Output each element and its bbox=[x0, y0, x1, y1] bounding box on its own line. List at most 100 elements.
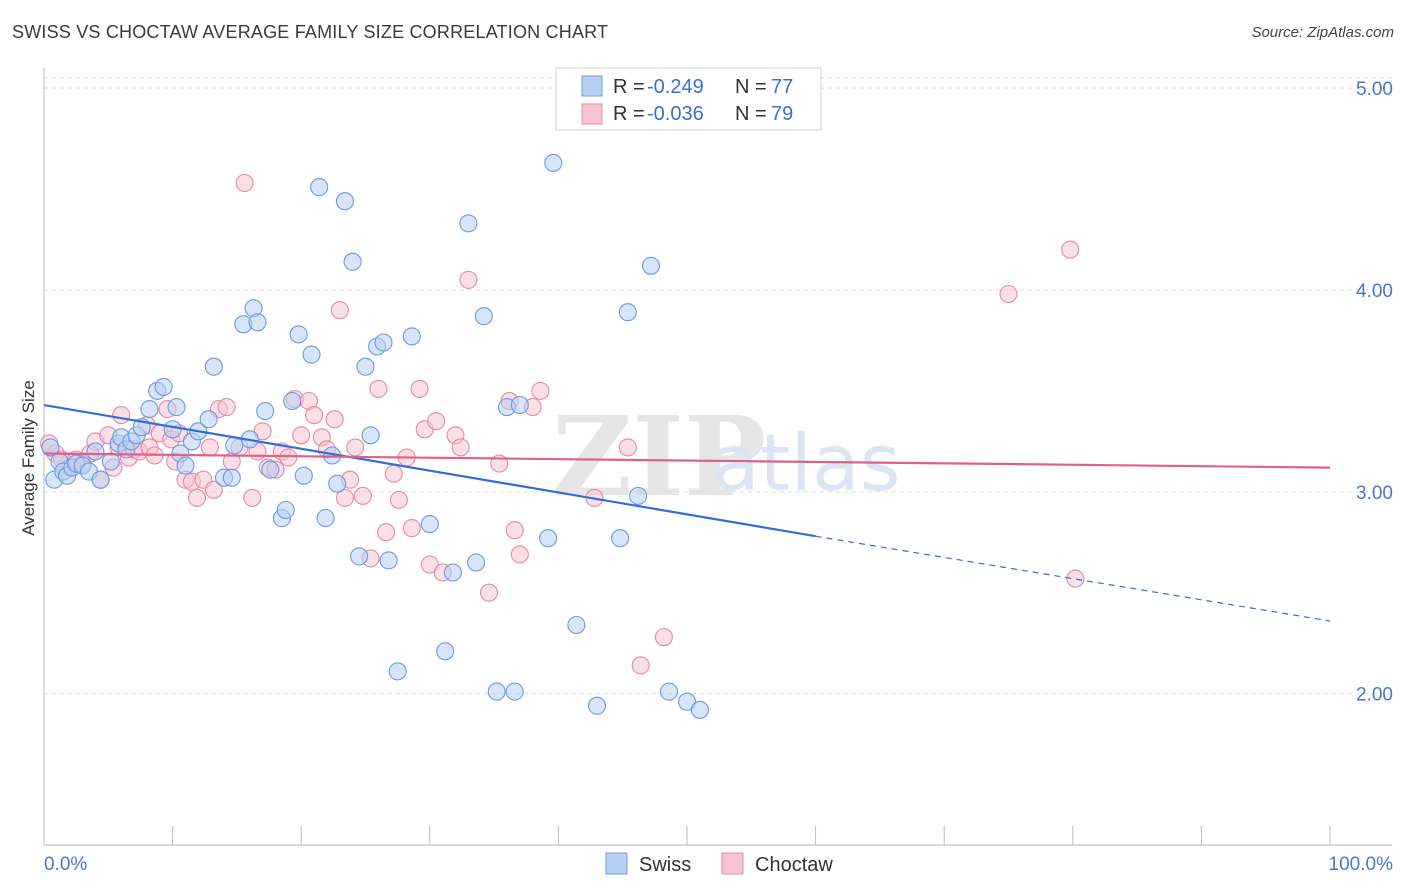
x-tick-label: 0.0% bbox=[44, 854, 87, 875]
swiss-point bbox=[544, 153, 563, 172]
swiss-point bbox=[261, 460, 280, 479]
swiss-point bbox=[539, 529, 558, 548]
choctaw-point bbox=[531, 381, 550, 400]
bottom-legend: Swiss Choctaw bbox=[605, 852, 833, 876]
choctaw-point bbox=[279, 448, 298, 467]
legend-swiss-r-value: -0.249 bbox=[647, 76, 704, 98]
swiss-point bbox=[343, 252, 362, 271]
legend-choctaw-r-value: -0.036 bbox=[647, 103, 704, 125]
choctaw-point bbox=[654, 628, 673, 647]
legend-choctaw-n-value: 79 bbox=[771, 103, 793, 125]
swiss-point bbox=[302, 345, 321, 364]
swiss-point bbox=[487, 682, 506, 701]
swiss-point bbox=[374, 333, 393, 352]
legend-swatch-choctaw bbox=[581, 103, 603, 125]
y-tick-label: 4.00 bbox=[1356, 281, 1393, 302]
swiss-point bbox=[283, 391, 302, 411]
choctaw-point bbox=[335, 488, 354, 507]
swiss-point bbox=[629, 486, 648, 505]
legend-swiss-n-label: N = bbox=[735, 76, 767, 98]
swiss-point bbox=[677, 692, 697, 711]
swiss-point bbox=[86, 442, 105, 461]
choctaw-point bbox=[427, 412, 446, 431]
grid-lines bbox=[44, 77, 1392, 695]
swiss-point bbox=[294, 466, 313, 485]
choctaw-point bbox=[999, 284, 1018, 304]
swiss-point bbox=[289, 325, 308, 344]
source-label: Source: ZipAtlas.com bbox=[1251, 24, 1394, 41]
y-axis-label: Average Family Size bbox=[19, 380, 38, 536]
swiss-point bbox=[379, 551, 398, 570]
trend-lines bbox=[43, 403, 1331, 622]
swiss-point bbox=[248, 313, 267, 332]
y-tick-label: 2.00 bbox=[1356, 685, 1393, 706]
legend-choctaw-r-label: R = bbox=[613, 103, 645, 125]
choctaw-point bbox=[369, 379, 388, 398]
choctaw-point bbox=[200, 438, 219, 457]
choctaw-point bbox=[459, 270, 478, 289]
top-legend: R = -0.249 N = 77 R = -0.036 N = 79 bbox=[555, 67, 822, 131]
choctaw-point bbox=[505, 521, 524, 540]
choctaw-point bbox=[204, 480, 223, 499]
swiss-point bbox=[101, 452, 120, 471]
choctaw-point bbox=[346, 438, 365, 457]
choctaw-point bbox=[325, 410, 344, 429]
watermark-atlas-text: atlas bbox=[712, 419, 901, 509]
choctaw-point bbox=[631, 656, 650, 675]
swiss-point bbox=[199, 410, 218, 429]
legend-swiss-r-label: R = bbox=[613, 76, 645, 98]
swiss-point bbox=[163, 420, 182, 439]
swiss-trend-line bbox=[43, 403, 816, 538]
watermark: ZIP atlas bbox=[552, 392, 901, 521]
swiss-point bbox=[310, 178, 329, 197]
choctaw-point bbox=[217, 398, 236, 417]
swiss-point bbox=[140, 400, 159, 419]
choctaw-point bbox=[384, 464, 403, 483]
swiss-point bbox=[256, 402, 275, 421]
choctaw-point bbox=[353, 486, 372, 505]
swiss-point bbox=[659, 682, 679, 701]
swiss-point bbox=[505, 682, 524, 701]
y-tick-labels: 2.00 3.00 4.00 5.00 bbox=[1356, 79, 1393, 705]
chart-title: SWISS VS CHOCTAW AVERAGE FAMILY SIZE COR… bbox=[12, 22, 609, 42]
legend-swatch-swiss bbox=[581, 75, 603, 97]
choctaw-point bbox=[187, 488, 207, 507]
choctaw-point bbox=[305, 406, 324, 425]
swiss-point bbox=[350, 547, 369, 566]
choctaw-point bbox=[451, 438, 470, 457]
swiss-point bbox=[420, 515, 439, 534]
choctaw-point bbox=[243, 488, 262, 507]
choctaw-point bbox=[1061, 240, 1080, 259]
swiss-point bbox=[222, 468, 241, 487]
swiss-point bbox=[356, 357, 375, 376]
swiss-point bbox=[690, 700, 709, 719]
swiss-point bbox=[154, 377, 173, 396]
axes bbox=[43, 68, 1392, 846]
swiss-point bbox=[443, 563, 462, 582]
swiss-point bbox=[361, 426, 380, 445]
choctaw-point bbox=[253, 422, 272, 441]
choctaw-point bbox=[618, 438, 637, 457]
swiss-point bbox=[328, 474, 347, 493]
choctaw-point bbox=[389, 490, 408, 509]
swiss-point bbox=[402, 327, 421, 346]
choctaw-point bbox=[377, 523, 396, 542]
choctaw-point bbox=[510, 545, 529, 564]
choctaw-point bbox=[235, 173, 254, 193]
choctaw-point bbox=[479, 583, 499, 602]
bottom-legend-swiss: Swiss bbox=[639, 854, 691, 876]
choctaw-point bbox=[420, 555, 439, 574]
swiss-trend-extension bbox=[815, 535, 1331, 622]
choctaw-trend-line bbox=[43, 452, 1331, 469]
choctaw-point bbox=[292, 426, 311, 445]
legend-choctaw-n-label: N = bbox=[735, 103, 767, 125]
bottom-legend-swatch-choctaw bbox=[721, 852, 744, 875]
swiss-point bbox=[176, 456, 195, 475]
swiss-points bbox=[41, 153, 709, 719]
choctaw-point bbox=[1066, 569, 1085, 588]
swiss-point bbox=[567, 615, 586, 635]
bottom-legend-swatch-swiss bbox=[605, 852, 628, 875]
y-tick-label: 3.00 bbox=[1356, 483, 1393, 504]
choctaw-point bbox=[330, 301, 349, 320]
